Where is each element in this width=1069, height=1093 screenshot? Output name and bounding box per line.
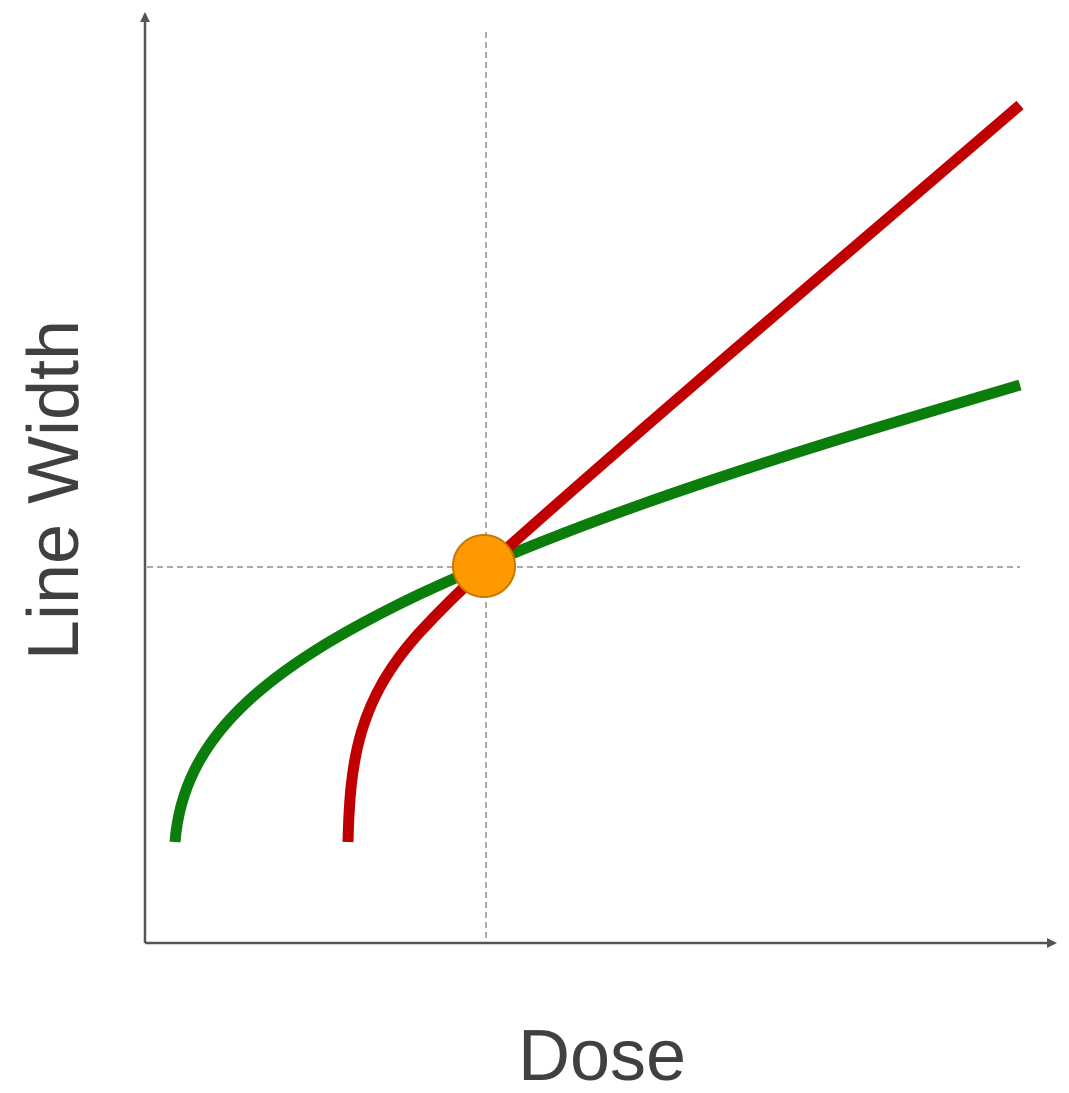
y-axis-label: Line Width <box>14 320 94 660</box>
red-curve <box>342 100 1024 843</box>
green-curve <box>169 379 1022 843</box>
x-axis-label: Dose <box>518 1016 686 1093</box>
intersection-point <box>452 534 516 598</box>
